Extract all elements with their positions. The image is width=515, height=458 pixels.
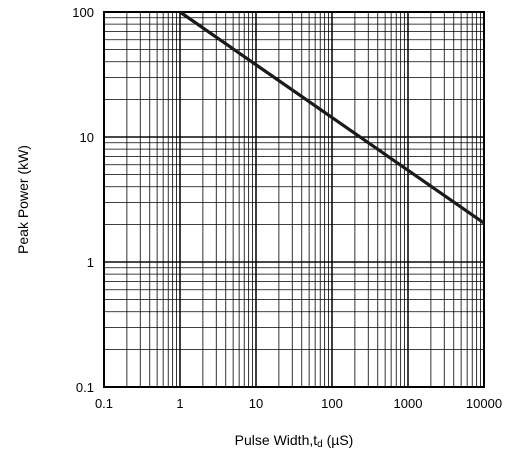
x-axis-label: Pulse Width,td (µS) [235,432,354,450]
y-tick-labels: 0.1 1 10 100 [72,5,94,395]
y-tick-label: 1 [87,255,94,270]
x-tick-label: 1000 [394,396,423,411]
y-tick-label: 0.1 [76,380,94,395]
x-tick-label: 10 [249,396,263,411]
y-tick-label: 100 [72,5,94,20]
minor-gridlines [104,12,484,387]
x-tick-label: 10000 [466,396,502,411]
series-layer [179,10,485,225]
x-axis-label-subscript: d [317,439,323,450]
x-tick-label: 1 [176,396,183,411]
y-tick-label: 10 [80,130,94,145]
x-tick-label: 100 [321,396,343,411]
y-axis-label: Peak Power (kW) [15,145,31,254]
x-axis-label-main: Pulse Width,t [235,432,318,448]
plot-frame [103,11,485,388]
series-line-1 [179,10,485,225]
x-tick-label: 0.1 [95,396,113,411]
x-axis-label-unit: (µS) [323,432,354,448]
major-gridlines [103,11,485,388]
x-tick-labels: 0.1 1 10 100 1000 10000 [95,396,502,411]
